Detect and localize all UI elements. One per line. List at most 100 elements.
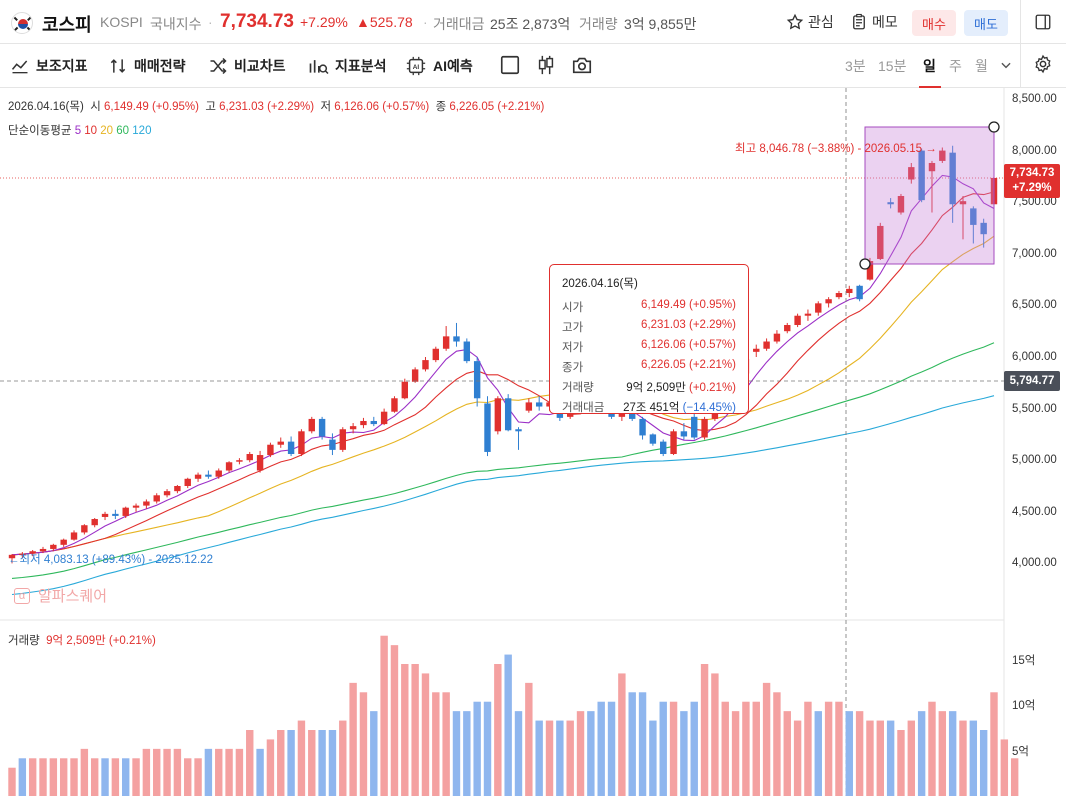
volume-bar bbox=[587, 711, 595, 796]
volume-bar bbox=[173, 748, 182, 796]
candle-body bbox=[91, 519, 98, 526]
alphasquare-logo: α 알파스퀘어 bbox=[14, 585, 107, 606]
price-axis-label: 6,000.00 bbox=[1012, 351, 1057, 363]
analysis-button[interactable]: 지표분석 bbox=[307, 54, 387, 78]
compare-label: 비교차트 bbox=[234, 58, 286, 74]
tooltip-row-open: 시가 6,149.49 (+0.95%) bbox=[562, 299, 736, 319]
volume-bar bbox=[8, 767, 16, 796]
volume-bar bbox=[246, 730, 254, 796]
volume-bar bbox=[752, 701, 760, 796]
ma-period-20[interactable]: 20 bbox=[97, 125, 114, 137]
change-percent: +7.29% bbox=[300, 14, 348, 30]
period-week[interactable]: 주 bbox=[949, 58, 962, 74]
period-day[interactable]: 일 bbox=[923, 58, 936, 74]
volume-bar bbox=[194, 758, 202, 796]
price-axis-label: 4,000.00 bbox=[1012, 557, 1057, 570]
volume-bar bbox=[339, 720, 347, 796]
candle-body bbox=[535, 402, 543, 407]
tooltip-key: 고가 bbox=[562, 322, 584, 334]
volume-bar bbox=[297, 720, 306, 796]
memo-label: 메모 bbox=[872, 14, 898, 30]
indicators-button[interactable]: 보조지표 bbox=[10, 54, 88, 78]
period-month[interactable]: 월 bbox=[975, 58, 988, 74]
selection-handle bbox=[859, 258, 871, 270]
candle-body bbox=[504, 398, 512, 431]
volume-bar bbox=[401, 664, 409, 796]
volume-bar bbox=[308, 730, 316, 796]
candle-body bbox=[360, 420, 367, 426]
candle-body bbox=[649, 434, 657, 444]
candle-body bbox=[132, 505, 140, 508]
watch-button[interactable]: 관심 bbox=[786, 10, 834, 34]
candle-body bbox=[349, 426, 357, 430]
high-label: 고 bbox=[205, 101, 216, 113]
candle-body bbox=[660, 441, 667, 455]
volume-bar bbox=[731, 711, 740, 796]
candle-body bbox=[618, 412, 626, 417]
period-3min[interactable]: 3분 bbox=[845, 58, 866, 74]
volume-bar bbox=[928, 701, 936, 796]
volume-bar bbox=[855, 711, 864, 796]
ma-period-60[interactable]: 60 bbox=[113, 125, 130, 137]
tooltip-row-volume: 거래량 9억 2,509만 (+0.21%) bbox=[562, 379, 736, 399]
volume-bar bbox=[390, 645, 399, 796]
volume-bar bbox=[607, 701, 616, 796]
volume-bar bbox=[783, 711, 791, 796]
candle-body bbox=[825, 299, 832, 304]
strategy-button[interactable]: 매매전략 bbox=[108, 54, 186, 78]
info-date: 2026.04.16(목) bbox=[8, 101, 84, 113]
candle-body bbox=[629, 412, 636, 419]
sell-button[interactable]: 매도 bbox=[964, 10, 1008, 36]
square-draw-icon[interactable] bbox=[499, 54, 521, 76]
candle-body bbox=[308, 418, 315, 432]
tooltip-key: 거래량 bbox=[562, 382, 594, 394]
high-value: 6,231.03 (+2.29%) bbox=[219, 101, 315, 113]
close-label: 종 bbox=[435, 101, 447, 113]
active-period-indicator bbox=[919, 86, 941, 88]
volume-bar bbox=[380, 635, 388, 796]
moving-average-legend[interactable]: 단순이동평균 5 10 20 60 120 bbox=[8, 122, 151, 138]
period-15min[interactable]: 15분 bbox=[878, 58, 907, 74]
volume-bar bbox=[804, 701, 812, 796]
ma-20-line bbox=[11, 235, 995, 556]
candle-body bbox=[670, 431, 677, 455]
buy-button[interactable]: 매수 bbox=[912, 10, 956, 36]
camera-icon[interactable] bbox=[571, 54, 593, 76]
candle-body bbox=[380, 411, 388, 425]
memo-button[interactable]: 메모 bbox=[850, 10, 898, 34]
volume-legend-label: 거래량 bbox=[8, 635, 40, 647]
side-panel-icon[interactable] bbox=[1034, 13, 1052, 31]
candle-body bbox=[101, 513, 109, 517]
candle-body bbox=[897, 196, 905, 213]
candle-body bbox=[277, 441, 284, 445]
volume-legend-value: 9억 2,509만 (+0.21%) bbox=[46, 635, 156, 647]
candle-body bbox=[908, 167, 915, 180]
candlestick-icon[interactable] bbox=[535, 54, 557, 76]
candle-body bbox=[391, 398, 398, 412]
volume-bar bbox=[917, 711, 926, 796]
volume-bar bbox=[814, 711, 822, 796]
volume-bar bbox=[566, 720, 574, 796]
volume-bar bbox=[835, 701, 843, 796]
candle-body bbox=[19, 553, 26, 556]
candle-body bbox=[970, 208, 977, 225]
volume-bar bbox=[938, 711, 947, 796]
chevron-down-icon[interactable] bbox=[999, 58, 1013, 72]
gear-icon[interactable] bbox=[1033, 54, 1053, 74]
crosshair-price-tag: 5,794.77 bbox=[1004, 371, 1060, 391]
candle-body bbox=[856, 285, 863, 300]
star-icon bbox=[786, 13, 804, 30]
ma-period-10[interactable]: 10 bbox=[81, 125, 98, 137]
volume-bar bbox=[101, 758, 109, 796]
last-price-pct: +7.29% bbox=[1012, 182, 1052, 194]
ma-period-5[interactable]: 5 bbox=[74, 125, 82, 137]
compare-button[interactable]: 비교차트 bbox=[208, 54, 286, 78]
volume-bar bbox=[184, 758, 192, 796]
analysis-icon bbox=[309, 60, 329, 75]
ai-forecast-button[interactable]: AI AI예측 bbox=[405, 54, 473, 78]
candle-body bbox=[815, 303, 822, 313]
candle-body bbox=[691, 416, 698, 438]
volume-bar bbox=[576, 711, 585, 796]
ma-period-120[interactable]: 120 bbox=[129, 125, 152, 137]
